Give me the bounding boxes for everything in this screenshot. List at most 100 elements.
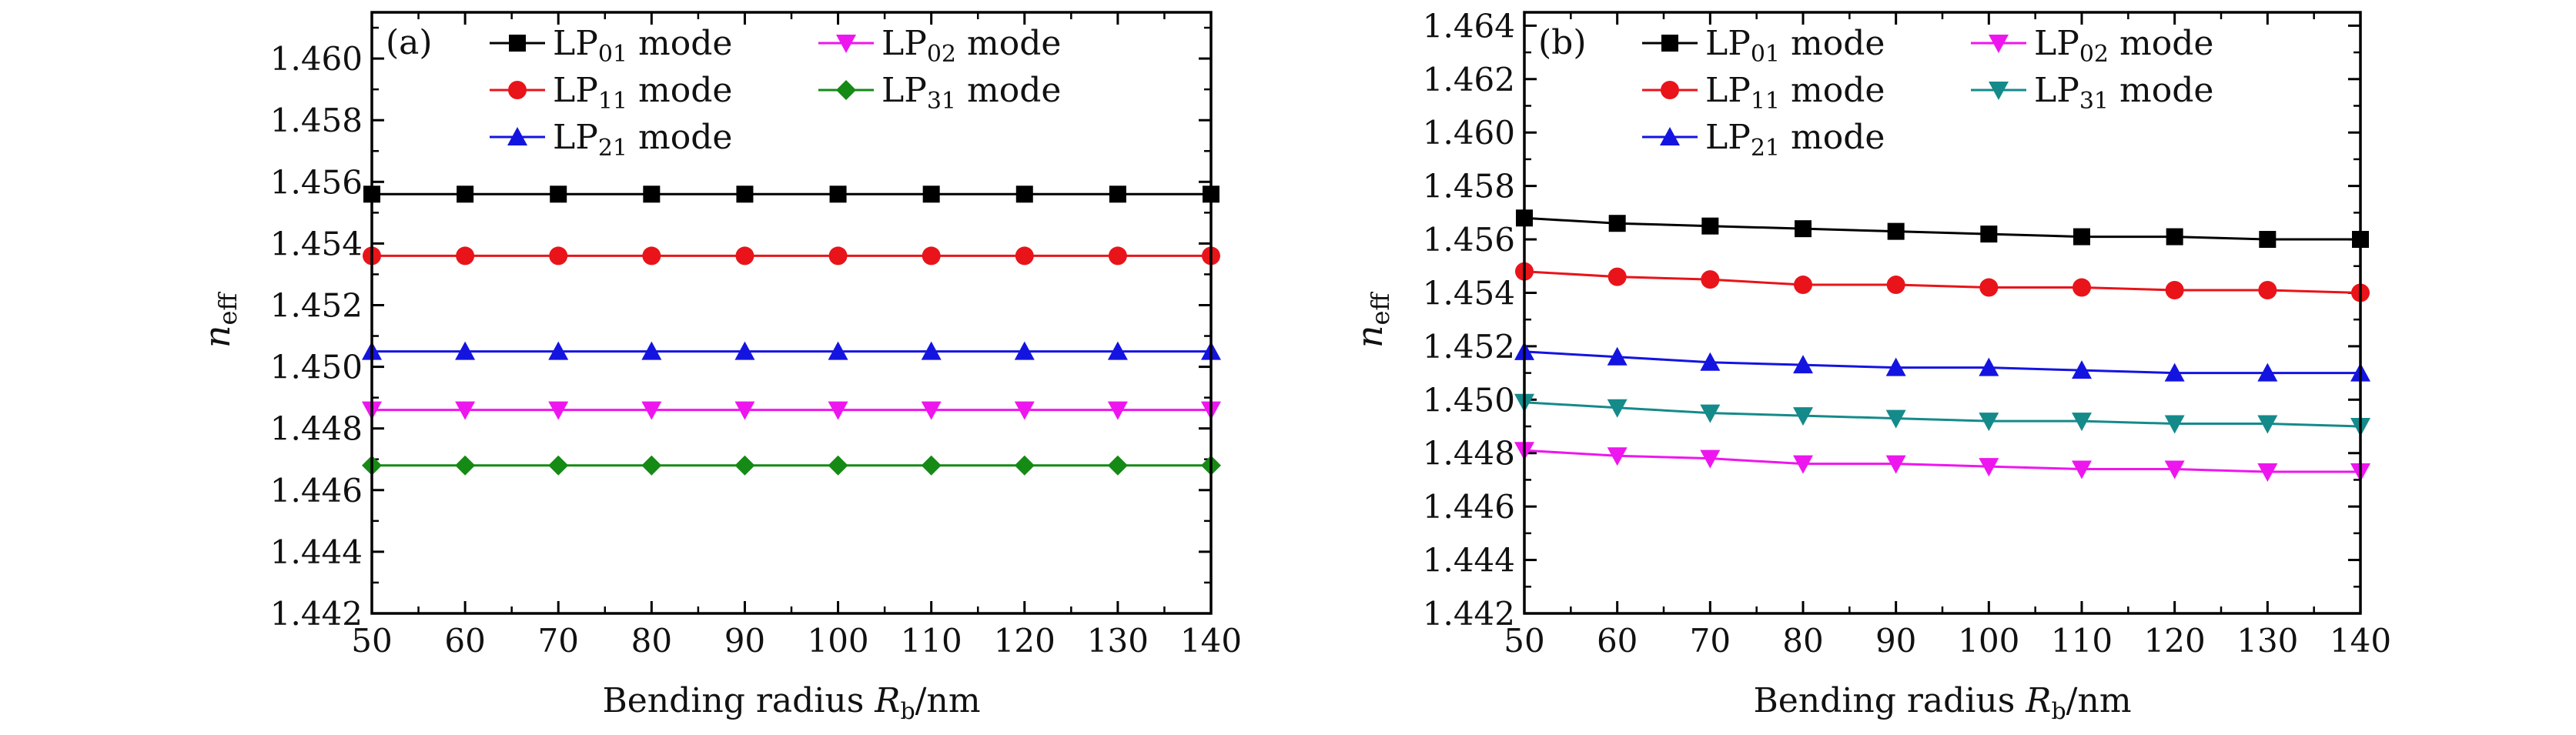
y-tick-label: 1.448	[270, 410, 363, 448]
series-lp11-point	[1886, 276, 1905, 295]
x-tick-label: 90	[724, 622, 765, 660]
series-lp02-point	[921, 401, 942, 420]
legend-item-lp21: LP21 mode	[1642, 118, 1885, 162]
series-lp11-line	[1524, 270, 2361, 294]
series-lp11-point	[1794, 276, 1812, 295]
series-lp11-point	[2165, 280, 2184, 299]
series-lp21-point	[1793, 355, 1813, 374]
series-lp11-point	[1701, 270, 1720, 289]
series-lp01-point	[736, 185, 754, 203]
x-axis-title: Bending radius Rb/nm	[602, 681, 980, 725]
series-lp11-point	[1607, 267, 1627, 286]
y-tick-label: 1.450	[1423, 381, 1515, 419]
y-tick-label: 1.442	[1423, 595, 1515, 633]
series-lp02-point	[1607, 447, 1628, 466]
series-lp31-point	[1885, 409, 1906, 429]
series-lp31-point	[1793, 407, 1813, 426]
x-tick-label: 70	[537, 622, 578, 660]
series-lp02-point	[1793, 455, 1813, 474]
series-lp21-group	[1514, 341, 2370, 382]
series-lp31-point	[734, 455, 755, 476]
y-tick-label: 1.456	[1423, 221, 1515, 259]
series-lp21-point	[734, 341, 755, 360]
legend-item-lp11: LP11 mode	[490, 71, 732, 115]
legend-label: LP21 mode	[553, 118, 732, 162]
y-tick-label: 1.450	[270, 349, 363, 386]
series-lp21-point	[828, 341, 848, 360]
y-tick-label: 1.444	[270, 533, 363, 571]
legend-label: LP11 mode	[553, 71, 732, 115]
series-lp02-point	[1107, 401, 1128, 420]
series-lp01-point	[550, 185, 567, 203]
series-lp01-point	[922, 185, 940, 203]
x-tick-label: 60	[1597, 622, 1638, 660]
series-lp21-line	[1524, 350, 2360, 375]
plot-frame	[1523, 11, 2362, 615]
series-lp21-point	[1700, 352, 1721, 371]
series-lp31-group	[1514, 393, 2370, 437]
x-tick-label: 80	[1782, 622, 1823, 660]
series-lp31-point	[2257, 415, 2278, 434]
x-axis-title: Bending radius Rb/nm	[1753, 681, 2131, 725]
series-lp11-point	[922, 246, 941, 266]
y-tick-label: 1.442	[270, 595, 363, 633]
series-lp02-point	[2072, 460, 2092, 479]
x-tick-label: 50	[351, 622, 392, 660]
legend-item-lp02: LP02 mode	[1971, 24, 2213, 68]
series-lp01-point	[1701, 217, 1719, 235]
series-lp01-point	[1109, 185, 1126, 203]
y-tick-label: 1.454	[270, 225, 363, 262]
series-lp11-point	[2073, 278, 2091, 297]
legend-label: LP02 mode	[2034, 24, 2213, 68]
series-lp21-point	[2072, 360, 2092, 379]
series-lp21-point	[2257, 362, 2278, 382]
series-lp01-point	[2259, 231, 2277, 249]
series-lp11-point	[1979, 278, 1999, 297]
y-tick-label: 1.446	[270, 472, 363, 509]
x-tick-label: 130	[2236, 622, 2298, 660]
legend-marker	[1989, 35, 2009, 53]
series-lp01-line	[1524, 216, 2360, 241]
series-lp31-point	[921, 455, 942, 476]
panel-label: (a)	[386, 23, 433, 62]
y-tick-label: 1.454	[1423, 274, 1515, 312]
legend-item-lp01: LP01 mode	[490, 24, 732, 68]
legend-label: LP31 mode	[2034, 71, 2213, 115]
x-tick-label: 100	[807, 622, 868, 660]
series-lp21-point	[921, 341, 942, 360]
y-tick-label: 1.452	[270, 286, 363, 324]
legend-label: LP01 mode	[1705, 24, 1885, 68]
series-lp01-point	[1795, 220, 1812, 238]
legend-marker	[1989, 82, 2009, 100]
series-lp21-point	[1107, 341, 1128, 360]
series-lp02-point	[734, 401, 755, 420]
y-tick-label: 1.460	[270, 40, 363, 78]
x-tick-label: 100	[1958, 622, 2019, 660]
series-lp01-point	[2073, 228, 2090, 246]
series-lp01-point	[2166, 228, 2183, 246]
series-lp31-point	[2164, 415, 2185, 434]
legend-label: LP31 mode	[882, 71, 1061, 115]
chart-panel-b: 50 60 70 80 90 100 110 120 130 140 1.442 1.444 1.446…	[1349, 7, 2391, 725]
series-lp02-point	[455, 401, 476, 420]
series-lp31-line	[1524, 401, 2361, 428]
series-lp31-point	[1107, 455, 1128, 476]
series-lp31-point	[641, 455, 662, 476]
series-lp31-point	[548, 455, 569, 476]
y-tick-label: 1.456	[270, 163, 363, 201]
series-lp11-point	[1108, 246, 1127, 266]
legend-marker	[508, 81, 527, 99]
legend-label: LP11 mode	[1705, 71, 1885, 115]
legend-label: LP02 mode	[882, 24, 1061, 68]
x-tick-label: 130	[1087, 622, 1149, 660]
x-tick-label: 80	[631, 622, 672, 660]
y-tick-label: 1.458	[270, 102, 363, 139]
y-tick-label: 1.462	[1423, 61, 1515, 99]
legend-item-lp21: LP21 mode	[490, 118, 732, 162]
series-lp31-point	[1979, 413, 1999, 432]
legend-item-lp02: LP02 mode	[818, 24, 1061, 68]
x-tick-label: 110	[2051, 622, 2113, 660]
series-lp11-point	[1015, 246, 1034, 266]
